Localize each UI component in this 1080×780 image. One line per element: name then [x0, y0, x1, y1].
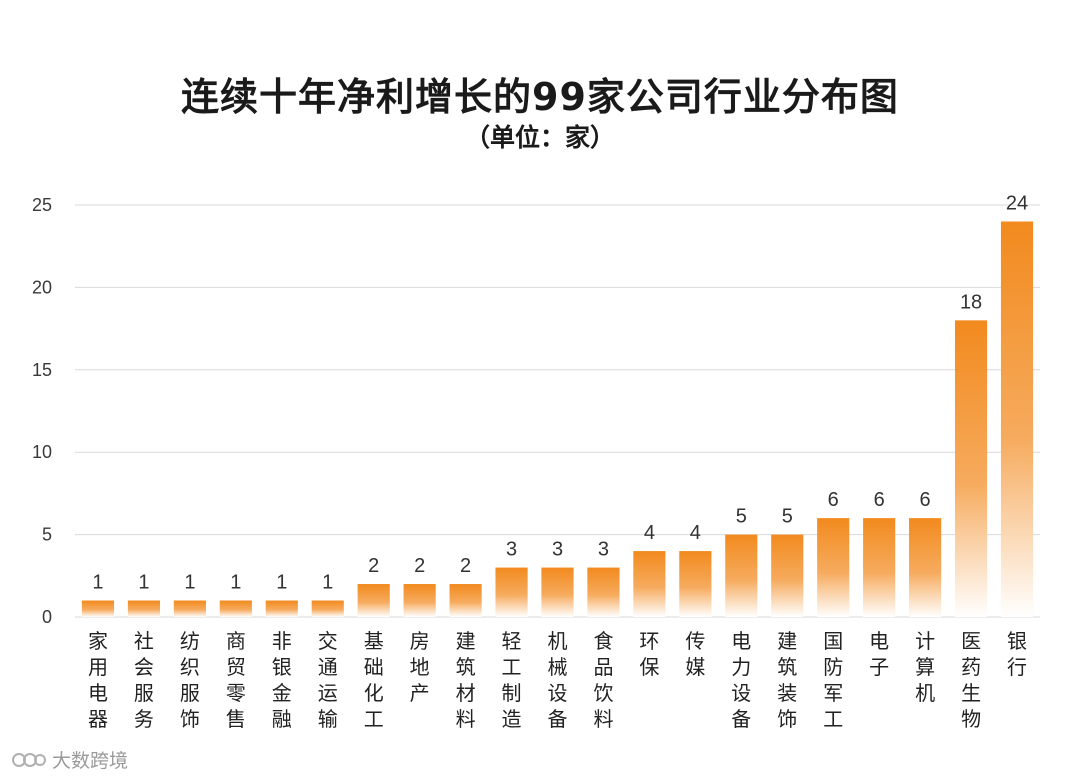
y-tick-label: 25	[32, 195, 52, 215]
data-label: 5	[736, 506, 747, 528]
x-tick-label: 房地产	[410, 629, 430, 705]
data-label: 2	[414, 555, 425, 577]
data-label: 18	[960, 291, 982, 313]
bar	[679, 551, 712, 617]
bar	[449, 584, 482, 617]
watermark: 大数跨境	[12, 746, 128, 773]
x-tick-label: 基础化工	[364, 629, 384, 731]
bar	[127, 600, 161, 617]
x-tick-label: 轻工制造	[502, 629, 522, 731]
x-axis: 家用电器 社会服务 纺织服饰 商贸零售 非银金融 交通运输 基础化工 房地产 建筑材料 轻工制造 机…	[88, 629, 1027, 731]
y-axis: 0 5 10 15 20 25	[32, 195, 52, 627]
data-labels: 1 1 1 1 1 1 2 2 2 3 3 3 4 4 5 5 6 6 6 18 24	[92, 192, 1028, 593]
chart-subtitle: （单位：家）	[464, 123, 615, 152]
data-label: 2	[460, 555, 471, 577]
data-label: 24	[1006, 192, 1028, 214]
bar	[311, 600, 344, 617]
data-label: 4	[690, 522, 701, 544]
watermark-text: 大数跨境	[52, 750, 129, 772]
bar	[587, 567, 620, 617]
bar	[817, 518, 850, 617]
data-label: 6	[828, 489, 839, 511]
x-tick-label: 建筑装饰	[777, 629, 797, 731]
bar	[219, 600, 252, 617]
x-tick-label: 国防军工	[823, 629, 843, 731]
bar	[265, 600, 298, 617]
bar	[863, 518, 896, 617]
data-label: 3	[598, 539, 609, 561]
x-tick-label: 传媒	[685, 629, 705, 679]
data-label: 1	[230, 572, 241, 594]
x-tick-label: 食品饮料	[593, 629, 613, 731]
x-tick-label: 纺织服饰	[180, 629, 200, 731]
bar	[357, 584, 390, 617]
x-tick-label: 环保	[639, 629, 659, 679]
y-tick-label: 20	[32, 277, 52, 297]
x-tick-label: 电力设备	[731, 629, 751, 731]
y-tick-label: 10	[32, 442, 52, 462]
data-label: 3	[506, 539, 517, 561]
chart-title: 连续十年净利增长的99家公司行业分布图	[181, 75, 899, 119]
data-label: 6	[874, 489, 885, 511]
data-label: 6	[920, 489, 931, 511]
x-tick-label: 家用电器	[88, 629, 108, 731]
data-label: 3	[552, 539, 563, 561]
bar	[81, 600, 115, 617]
x-tick-label: 计算机	[915, 629, 935, 705]
bar	[954, 320, 988, 617]
x-tick-label: 电子	[869, 629, 889, 679]
x-tick-label: 建筑材料	[456, 629, 476, 731]
bar	[173, 600, 206, 617]
bar	[909, 518, 942, 617]
data-label: 1	[138, 572, 149, 594]
bar	[725, 534, 758, 617]
bar	[495, 567, 528, 617]
bar	[1000, 221, 1034, 618]
bars	[81, 221, 1034, 618]
bar	[403, 584, 436, 617]
x-tick-label: 社会服务	[134, 629, 154, 731]
x-tick-label: 机械设备	[548, 629, 568, 731]
data-label: 5	[782, 506, 793, 528]
x-tick-label: 交通运输	[318, 629, 338, 731]
data-label: 1	[184, 572, 195, 594]
bar	[771, 534, 804, 617]
data-label: 1	[92, 572, 103, 594]
bar	[541, 567, 574, 617]
bar	[633, 551, 666, 617]
y-tick-label: 5	[42, 525, 52, 545]
x-tick-label: 银行	[1007, 629, 1027, 679]
logo-icon	[12, 752, 46, 767]
y-tick-label: 15	[32, 360, 52, 380]
data-label: 2	[368, 555, 379, 577]
x-tick-label: 非银金融	[272, 629, 292, 731]
data-label: 4	[644, 522, 655, 544]
x-tick-label: 医药生物	[961, 629, 981, 731]
data-label: 1	[276, 572, 287, 594]
x-tick-label: 商贸零售	[226, 629, 246, 731]
y-tick-label: 0	[42, 607, 52, 627]
data-label: 1	[322, 572, 333, 594]
